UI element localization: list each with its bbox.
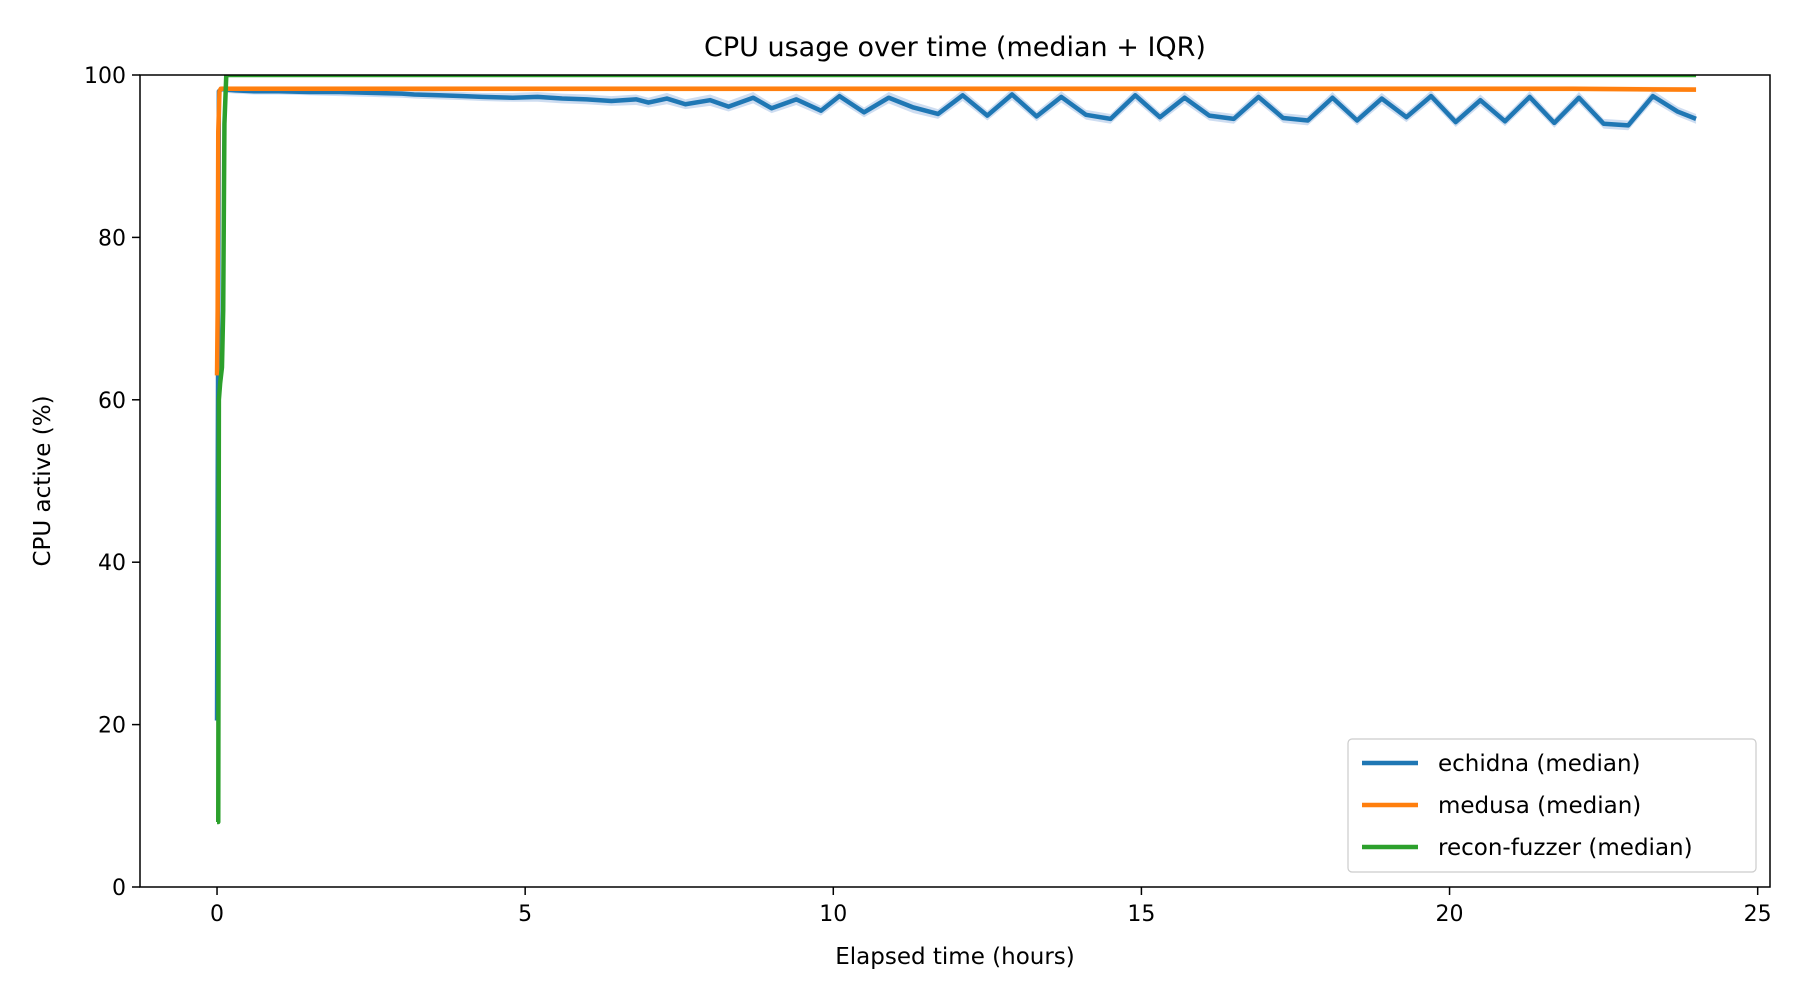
- x-tick-label: 10: [819, 902, 847, 927]
- legend-label-0: echidna (median): [1438, 751, 1641, 777]
- x-axis: 0 5 10 15 20 25: [210, 887, 1772, 927]
- x-tick-label: 20: [1436, 902, 1464, 927]
- series-line-1: [214, 86, 1697, 376]
- y-axis-label: CPU active (%): [30, 395, 56, 566]
- x-tick-label: 25: [1744, 902, 1772, 927]
- y-axis: 0 20 40 60 80 100: [84, 64, 140, 901]
- series-lines: [214, 75, 1697, 825]
- y-tick-label: 60: [98, 389, 126, 414]
- legend-box: [1347, 738, 1757, 873]
- x-tick-label: 0: [210, 902, 224, 927]
- y-tick-label: 0: [112, 876, 126, 901]
- y-tick-label: 40: [98, 551, 126, 576]
- x-tick-label: 15: [1127, 902, 1155, 927]
- plot-frame: [139, 74, 1771, 888]
- y-tick-label: 100: [84, 64, 126, 89]
- legend-label-2: recon-fuzzer (median): [1438, 835, 1693, 861]
- legend-label-1: medusa (median): [1438, 793, 1641, 819]
- x-tick-label: 5: [518, 902, 532, 927]
- y-tick-label: 80: [98, 226, 126, 251]
- chart-title: CPU usage over time (median + IQR): [704, 32, 1206, 63]
- legend: echidna (median) medusa (median) recon-fuz…: [1347, 738, 1757, 873]
- series-line-0: [214, 86, 1697, 721]
- series-line-2: [216, 75, 1697, 825]
- x-axis-label: Elapsed time (hours): [835, 944, 1075, 970]
- y-tick-label: 20: [98, 714, 126, 739]
